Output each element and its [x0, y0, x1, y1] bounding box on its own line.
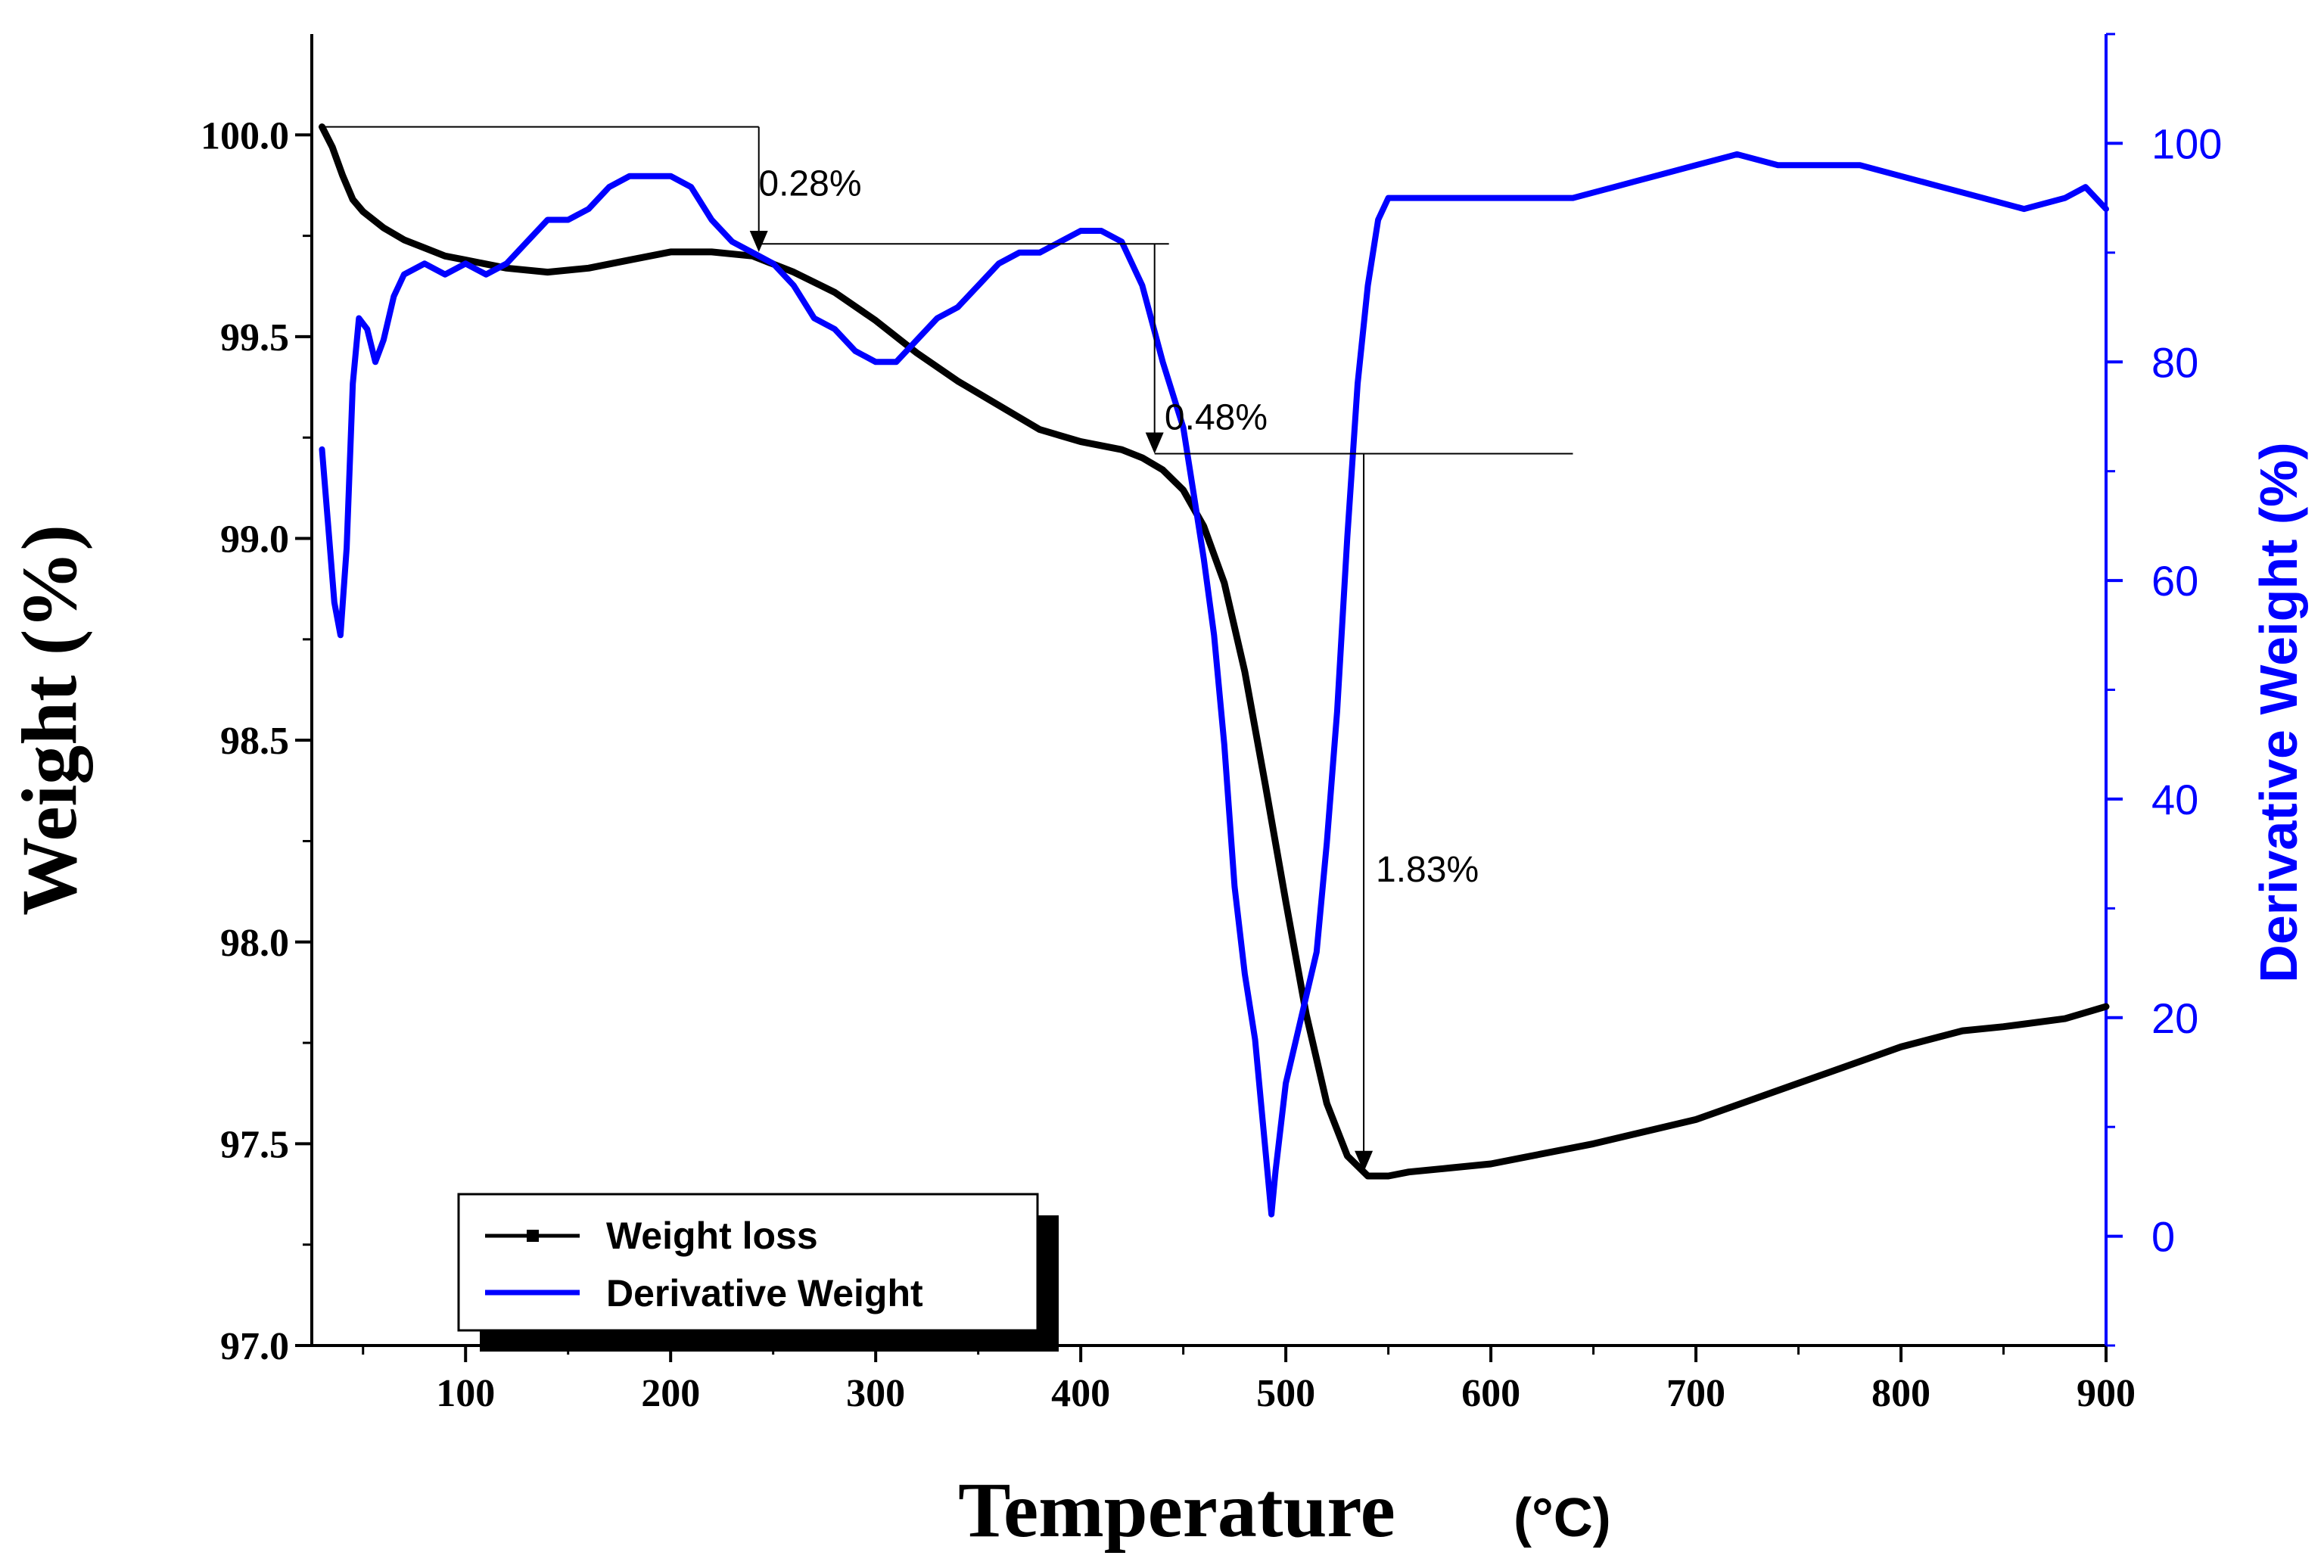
- y-left-tick-label-3: 98.5: [220, 720, 289, 763]
- y-right-tick-label-60: 60: [2151, 557, 2198, 605]
- y-left-tick-label-1: 97.5: [220, 1123, 289, 1166]
- legend-label-derivative-weight: Derivative Weight: [606, 1272, 923, 1314]
- legend-label-weight-loss: Weight loss: [606, 1215, 818, 1257]
- step-arrow-head-0: [749, 230, 768, 252]
- y-right-tick-label-80: 80: [2151, 338, 2198, 386]
- y-axis-left-title: Weight (%): [6, 524, 93, 916]
- x-tick-label-100: 100: [436, 1372, 495, 1415]
- y-right-tick-label-100: 100: [2151, 120, 2222, 167]
- labels-layer: Weight (%) Derivative Weight (%) Tempera…: [6, 114, 2308, 1554]
- x-tick-label-800: 800: [1871, 1372, 1930, 1415]
- annotation-0: 0.28%: [758, 163, 861, 204]
- series-line-weight-loss: [319, 123, 2110, 1180]
- annotation-1: 0.48%: [1165, 398, 1268, 438]
- x-tick-label-500: 500: [1256, 1372, 1315, 1415]
- legend-marker-weight-loss: [527, 1230, 539, 1242]
- x-axis-unit: (°C): [1514, 1488, 1611, 1548]
- x-tick-label-700: 700: [1666, 1372, 1725, 1415]
- axes-layer: [295, 33, 2123, 1362]
- series-line-derivative-weight: [319, 151, 2109, 1218]
- y-left-tick-label-6: 100.0: [201, 114, 289, 157]
- y-right-tick-label-0: 0: [2151, 1213, 2175, 1261]
- y-left-tick-label-0: 97.0: [220, 1325, 289, 1368]
- x-axis-title: Temperature: [958, 1467, 1395, 1554]
- x-tick-label-400: 400: [1051, 1372, 1110, 1415]
- legend-box: [457, 1193, 1039, 1332]
- step-arrow-head-1: [1145, 432, 1164, 454]
- step-arrow-head-2: [1355, 1150, 1374, 1172]
- x-tick-label-200: 200: [641, 1372, 700, 1415]
- y-left-tick-label-2: 98.0: [220, 922, 289, 965]
- series-layer: [319, 123, 2110, 1218]
- y-right-tick-label-20: 20: [2151, 994, 2198, 1042]
- x-tick-label-300: 300: [846, 1372, 905, 1415]
- y-left-tick-label-4: 99.0: [220, 518, 289, 562]
- y-axis-right-title: Derivative Weight (%): [2249, 442, 2308, 982]
- y-left-tick-label-5: 99.5: [220, 316, 289, 359]
- x-tick-label-600: 600: [1461, 1372, 1520, 1415]
- legend: Weight loss Derivative Weight: [457, 1193, 1059, 1352]
- step-markers-layer: [322, 126, 1573, 1172]
- x-tick-label-900: 900: [2077, 1372, 2136, 1415]
- y-right-tick-label-40: 40: [2151, 776, 2198, 823]
- annotation-2: 1.83%: [1376, 850, 1479, 890]
